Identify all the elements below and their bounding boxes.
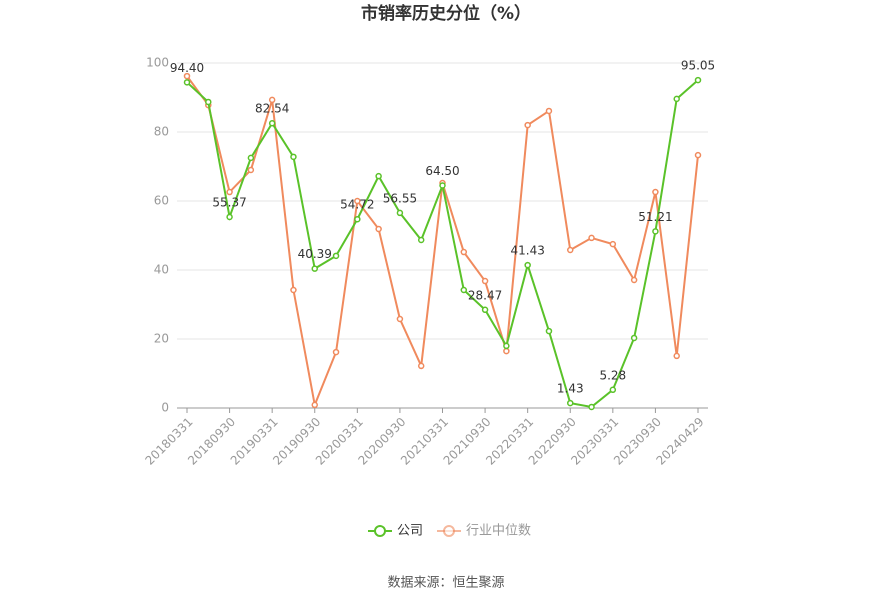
data-point — [439, 182, 446, 189]
data-point — [588, 234, 595, 242]
data-point — [609, 240, 617, 248]
data-point — [247, 166, 255, 174]
y-tick-label: 20 — [154, 332, 169, 346]
y-tick-label: 100 — [146, 56, 169, 70]
data-point — [268, 119, 276, 127]
data-point — [332, 252, 340, 260]
data-point — [311, 401, 318, 409]
data-point — [375, 225, 382, 233]
data-point — [694, 76, 702, 84]
data-point — [460, 286, 468, 294]
data-label: 64.50 — [425, 164, 459, 178]
source-note: 数据来源：恒生聚源 — [387, 576, 504, 591]
data-label: 55.37 — [212, 195, 246, 209]
data-label: 95.05 — [681, 59, 715, 73]
data-label: 1.43 — [557, 382, 584, 396]
data-point — [652, 188, 659, 196]
data-label: 54.72 — [340, 198, 374, 212]
data-point — [460, 248, 468, 256]
data-point — [417, 236, 425, 244]
data-label: 51.21 — [638, 210, 672, 224]
data-label: 94.40 — [170, 61, 204, 75]
data-point — [503, 342, 510, 350]
legend-label: 公司 — [397, 524, 423, 539]
data-point — [545, 327, 553, 335]
data-point — [588, 403, 595, 411]
data-point — [396, 209, 404, 217]
data-point — [524, 121, 531, 129]
data-point — [417, 362, 425, 370]
data-point — [226, 213, 233, 221]
data-point — [311, 265, 318, 272]
data-point — [524, 261, 531, 269]
data-point — [354, 215, 361, 223]
data-point — [630, 334, 638, 342]
data-point — [673, 352, 680, 360]
y-tick-label: 0 — [161, 401, 169, 415]
data-point — [247, 154, 255, 162]
data-point — [375, 172, 382, 180]
data-point — [290, 286, 297, 294]
data-point — [183, 72, 191, 80]
data-label: 41.43 — [510, 244, 544, 258]
data-point — [673, 95, 680, 103]
data-label: 5.28 — [599, 368, 626, 382]
data-point — [183, 79, 191, 86]
y-tick-label: 60 — [154, 194, 169, 208]
data-point — [545, 107, 553, 115]
data-point — [609, 386, 617, 394]
data-point — [290, 153, 297, 161]
data-point — [567, 399, 574, 407]
data-point — [652, 228, 659, 235]
chart-title: 市销率历史分位（%） — [361, 3, 531, 24]
data-point — [354, 197, 361, 205]
legend-label: 行业中位数 — [466, 524, 531, 539]
data-point — [694, 151, 702, 159]
data-point — [332, 348, 340, 356]
y-tick-label: 40 — [154, 263, 169, 277]
data-point — [226, 188, 233, 196]
data-point — [567, 246, 574, 254]
data-label: 56.55 — [383, 191, 417, 205]
data-point — [503, 347, 510, 355]
data-point — [396, 315, 404, 323]
series-line — [186, 75, 699, 409]
data-point — [205, 98, 212, 106]
data-point — [268, 96, 276, 104]
legend-marker — [374, 525, 386, 537]
data-label: 40.39 — [298, 247, 332, 261]
data-label: 82.54 — [255, 102, 289, 116]
data-label: 28.47 — [468, 288, 502, 302]
data-point — [481, 277, 489, 285]
data-point — [481, 306, 489, 314]
legend-marker — [443, 525, 455, 537]
y-tick-label: 80 — [154, 125, 169, 139]
data-point — [630, 276, 638, 284]
